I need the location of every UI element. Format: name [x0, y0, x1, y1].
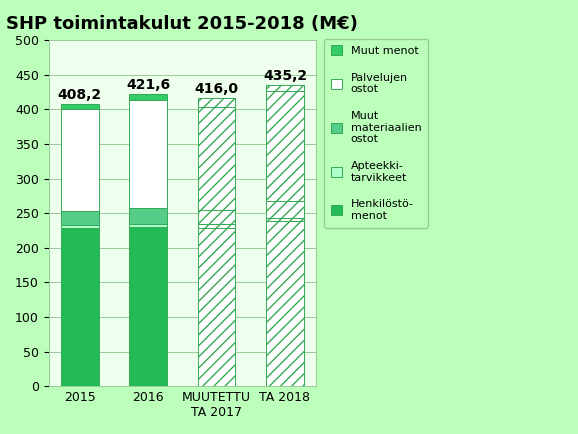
Bar — [266, 85, 304, 91]
Bar — [129, 224, 167, 227]
Legend: Muut menot, Palvelujen
ostot, Muut
materiaalien
ostot, Apteekki-
tarvikkeet, Hen: Muut menot, Palvelujen ostot, Muut mater… — [324, 39, 428, 227]
Bar — [266, 91, 304, 201]
Bar — [61, 225, 98, 228]
Bar — [61, 211, 98, 225]
Text: 421,6: 421,6 — [126, 78, 170, 92]
Bar — [61, 228, 98, 386]
Bar — [198, 107, 235, 210]
Text: 435,2: 435,2 — [263, 69, 307, 83]
Bar — [198, 224, 235, 228]
Bar — [129, 227, 167, 386]
Bar — [61, 104, 98, 108]
Bar — [266, 201, 304, 218]
Bar — [129, 207, 167, 224]
Text: 416,0: 416,0 — [195, 82, 239, 96]
Bar — [198, 210, 235, 224]
Bar — [198, 98, 235, 107]
Bar — [198, 228, 235, 386]
Bar — [61, 108, 98, 211]
Title: SHP toimintakulut 2015-2018 (M€): SHP toimintakulut 2015-2018 (M€) — [6, 15, 358, 33]
Bar — [266, 221, 304, 386]
Text: 408,2: 408,2 — [58, 88, 102, 102]
Bar — [129, 100, 167, 207]
Bar — [266, 218, 304, 221]
Bar — [129, 94, 167, 100]
